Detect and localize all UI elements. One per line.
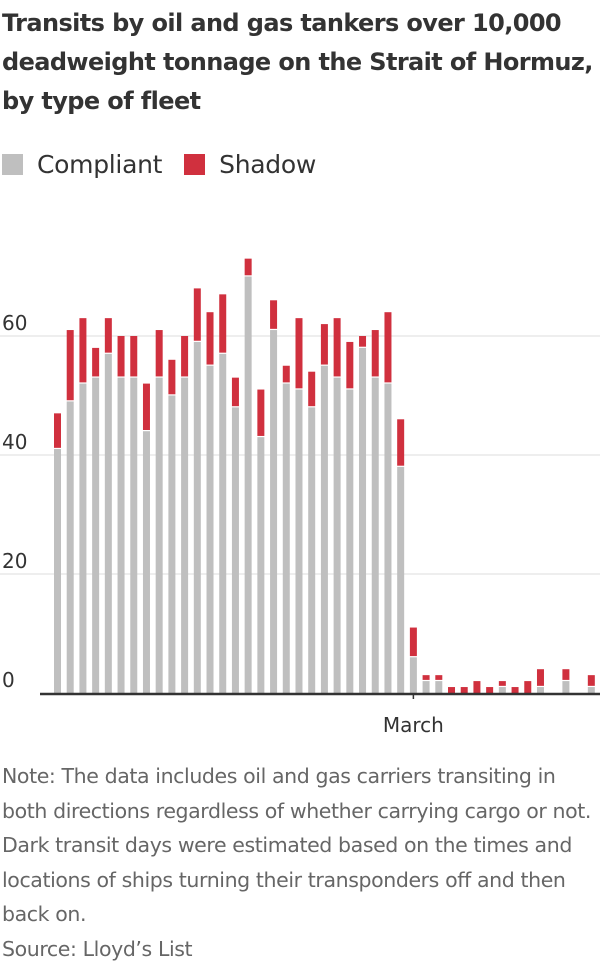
bar-compliant — [537, 687, 544, 693]
bar-compliant — [588, 687, 595, 693]
bar-shadow — [92, 348, 99, 377]
bar-shadow — [295, 318, 302, 388]
bar-compliant — [372, 378, 379, 693]
bar-compliant — [257, 437, 264, 693]
legend-swatch-shadow — [184, 154, 205, 175]
bar-compliant — [359, 348, 366, 693]
bar-compliant — [410, 657, 417, 693]
bar-compliant — [219, 354, 226, 693]
bar-shadow — [397, 419, 404, 465]
bar-shadow — [473, 681, 480, 693]
legend-label-shadow: Shadow — [219, 150, 316, 179]
bar-shadow — [346, 342, 353, 388]
bar-compliant — [283, 384, 290, 693]
footnote: Note: The data includes oil and gas carr… — [2, 759, 600, 932]
y-tick-label: 60 — [2, 311, 27, 335]
bar-shadow — [359, 336, 366, 347]
bar-shadow — [118, 336, 125, 376]
bar-shadow — [384, 312, 391, 382]
bar-compliant — [79, 384, 86, 693]
bar-compliant — [54, 449, 61, 693]
bar-shadow — [130, 336, 137, 376]
bar-shadow — [143, 384, 150, 430]
bar-shadow — [207, 312, 214, 364]
bar-shadow — [499, 681, 506, 686]
bar-compliant — [156, 378, 163, 693]
bar-shadow — [410, 628, 417, 657]
bar-compliant — [270, 330, 277, 693]
bar-compliant — [232, 407, 239, 693]
bar-compliant — [295, 390, 302, 693]
bar-compliant — [346, 390, 353, 693]
bar-shadow — [334, 318, 341, 376]
bar-shadow — [308, 372, 315, 407]
bar-shadow — [435, 675, 442, 680]
bar-compliant — [130, 378, 137, 693]
bar-compliant — [194, 342, 201, 693]
bar-compliant — [181, 378, 188, 693]
bar-shadow — [283, 366, 290, 383]
x-tick-label: March — [383, 713, 444, 737]
legend-item-shadow: Shadow — [184, 150, 316, 179]
y-tick-label: 40 — [2, 430, 27, 454]
bar-shadow — [372, 330, 379, 376]
x-axis: March — [40, 694, 600, 737]
bar-compliant — [397, 467, 404, 693]
stacked-bar-chart: 0 20 40 60 March — [0, 240, 600, 740]
bar-shadow — [537, 669, 544, 686]
bar-shadow — [423, 675, 430, 680]
bar-shadow — [194, 288, 201, 340]
bar-compliant — [105, 354, 112, 693]
legend-swatch-compliant — [2, 154, 23, 175]
bar-shadow — [67, 330, 74, 400]
bar-shadow — [512, 687, 519, 693]
bar-compliant — [423, 681, 430, 693]
legend-item-compliant: Compliant — [2, 150, 162, 179]
bar-compliant — [67, 401, 74, 693]
y-tick-label: 20 — [2, 549, 27, 573]
bar-shadow — [270, 300, 277, 329]
bar-compliant — [207, 366, 214, 693]
bar-shadow — [461, 687, 468, 693]
bar-compliant — [118, 378, 125, 693]
bar-shadow — [105, 318, 112, 353]
bar-shadow — [54, 413, 61, 448]
bar-shadow — [156, 330, 163, 376]
chart-title: Transits by oil and gas tankers over 10,… — [2, 4, 598, 121]
bar-compliant — [308, 407, 315, 693]
bar-shadow — [486, 687, 493, 693]
y-tick-label: 0 — [2, 668, 15, 692]
bar-compliant — [384, 384, 391, 693]
bar-shadow — [321, 324, 328, 364]
bar-shadow — [588, 675, 595, 686]
bar-shadow — [257, 390, 264, 436]
bar-compliant — [168, 396, 175, 694]
bar-compliant — [499, 687, 506, 693]
bar-shadow — [219, 294, 226, 352]
bar-compliant — [321, 366, 328, 693]
bar-shadow — [79, 318, 86, 382]
bars — [54, 259, 595, 693]
bar-shadow — [448, 687, 455, 693]
bar-shadow — [168, 360, 175, 395]
legend-label-compliant: Compliant — [37, 150, 162, 179]
bar-shadow — [181, 336, 188, 376]
footer: Note: The data includes oil and gas carr… — [2, 759, 600, 966]
bar-compliant — [334, 378, 341, 693]
bar-shadow — [232, 378, 239, 407]
source-note: Source: Lloyd’s List — [2, 932, 600, 966]
bar-compliant — [245, 277, 252, 694]
legend: Compliant Shadow — [2, 150, 338, 179]
bar-compliant — [435, 681, 442, 693]
bar-compliant — [92, 378, 99, 693]
bar-shadow — [524, 681, 531, 693]
bar-shadow — [245, 259, 252, 276]
bar-compliant — [143, 431, 150, 693]
bar-shadow — [562, 669, 569, 680]
bar-compliant — [562, 681, 569, 693]
